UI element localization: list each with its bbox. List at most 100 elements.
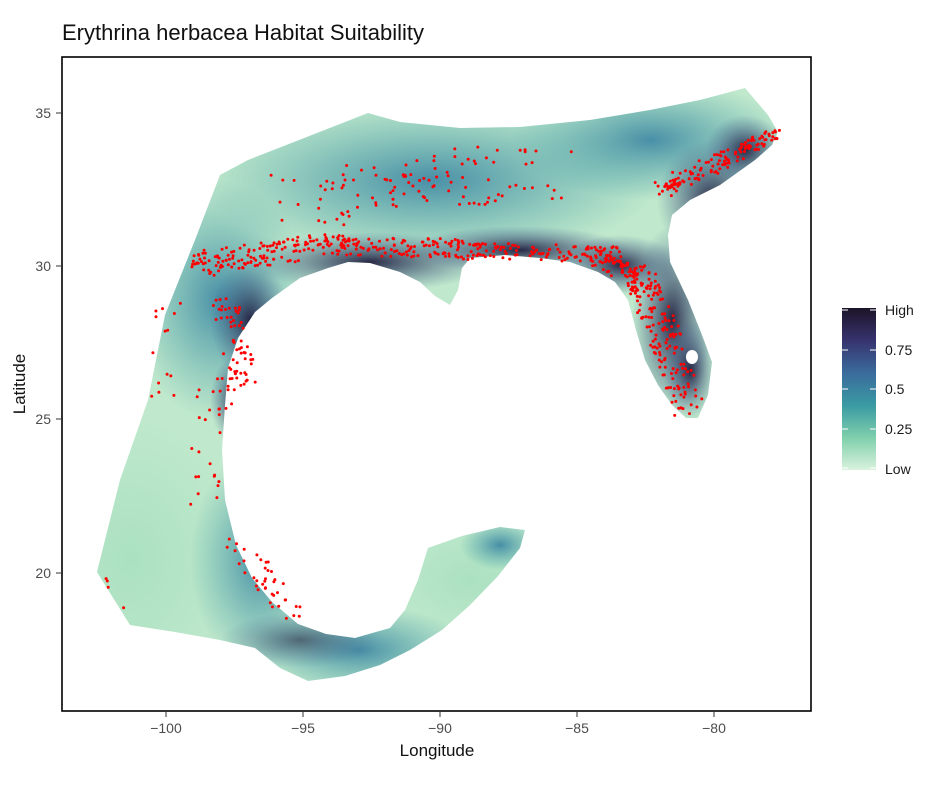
occurrence-point <box>242 559 246 563</box>
occurrence-point <box>261 582 265 586</box>
occurrence-point <box>672 394 676 398</box>
occurrence-point <box>252 256 256 260</box>
legend-label: High <box>885 302 914 318</box>
occurrence-point <box>691 172 694 175</box>
occurrence-point <box>683 392 687 396</box>
occurrence-point <box>666 185 670 188</box>
occurrence-point <box>432 154 436 158</box>
occurrence-point <box>453 155 457 159</box>
occurrence-point <box>391 203 395 207</box>
occurrence-point <box>667 305 671 309</box>
occurrence-point <box>288 259 292 262</box>
occurrence-point <box>681 407 685 411</box>
occurrence-point <box>252 248 256 252</box>
occurrence-point <box>323 233 327 237</box>
occurrence-point <box>715 153 719 157</box>
occurrence-point <box>266 248 270 252</box>
occurrence-point <box>212 273 216 277</box>
occurrence-point <box>393 250 396 253</box>
occurrence-point <box>211 304 215 307</box>
occurrence-point <box>243 371 247 375</box>
y-tick-label: 25 <box>35 411 51 427</box>
occurrence-point <box>631 289 635 293</box>
occurrence-point <box>591 264 595 268</box>
occurrence-point <box>640 268 644 272</box>
occurrence-point <box>422 176 426 180</box>
occurrence-point <box>374 203 378 207</box>
occurrence-point <box>282 240 285 244</box>
occurrence-point <box>230 402 234 406</box>
occurrence-point <box>556 247 560 251</box>
occurrence-point <box>470 256 474 260</box>
occurrence-point <box>216 254 219 258</box>
occurrence-point <box>573 255 577 259</box>
occurrence-point <box>739 150 743 154</box>
occurrence-point <box>327 244 331 248</box>
occurrence-point <box>511 243 515 247</box>
occurrence-point <box>269 173 273 177</box>
occurrence-point <box>464 185 468 189</box>
occurrence-point <box>418 179 422 182</box>
occurrence-point <box>234 309 238 313</box>
occurrence-point <box>172 393 176 397</box>
occurrence-point <box>562 254 566 258</box>
occurrence-point <box>725 161 729 165</box>
occurrence-point <box>648 325 651 329</box>
occurrence-point <box>198 257 202 261</box>
occurrence-point <box>467 202 471 205</box>
occurrence-point <box>220 305 224 308</box>
occurrence-point <box>325 179 329 183</box>
occurrence-point <box>352 178 355 182</box>
occurrence-point <box>297 614 301 618</box>
occurrence-point <box>661 320 665 324</box>
occurrence-point <box>528 254 532 258</box>
occurrence-point <box>341 213 345 216</box>
occurrence-point <box>486 178 490 182</box>
occurrence-point <box>203 256 206 260</box>
occurrence-point <box>654 352 657 355</box>
occurrence-point <box>347 237 351 241</box>
occurrence-point <box>215 496 219 500</box>
occurrence-point <box>735 159 739 163</box>
occurrence-point <box>472 201 476 205</box>
occurrence-point <box>241 266 244 269</box>
occurrence-point <box>343 178 347 182</box>
occurrence-point <box>415 159 419 163</box>
occurrence-point <box>220 247 224 251</box>
occurrence-point <box>383 251 387 255</box>
occurrence-point <box>607 259 611 263</box>
occurrence-point <box>658 353 662 357</box>
occurrence-point <box>355 244 358 248</box>
occurrence-point <box>391 236 395 240</box>
occurrence-point <box>256 588 260 592</box>
occurrence-point <box>246 253 250 257</box>
occurrence-point <box>669 386 673 389</box>
occurrence-point <box>335 249 339 253</box>
occurrence-point <box>697 178 701 182</box>
occurrence-point <box>750 137 754 141</box>
occurrence-point <box>636 288 640 292</box>
occurrence-point <box>432 184 436 188</box>
occurrence-point <box>634 266 638 270</box>
occurrence-point <box>742 143 746 147</box>
occurrence-point <box>660 360 664 364</box>
occurrence-point <box>498 248 502 252</box>
occurrence-point <box>357 240 361 244</box>
occurrence-point <box>232 249 236 253</box>
occurrence-point <box>431 243 435 247</box>
occurrence-point <box>614 245 618 249</box>
occurrence-point <box>693 388 697 392</box>
occurrence-point <box>647 294 651 298</box>
occurrence-point <box>657 342 661 346</box>
occurrence-point <box>436 252 440 256</box>
occurrence-point <box>585 246 589 250</box>
occurrence-point <box>259 558 263 562</box>
occurrence-point <box>212 474 216 478</box>
occurrence-point <box>651 339 655 343</box>
occurrence-point <box>695 405 699 409</box>
occurrence-point <box>238 306 241 309</box>
occurrence-point <box>351 238 355 242</box>
occurrence-point <box>546 253 549 257</box>
occurrence-point <box>461 195 465 199</box>
occurrence-point <box>394 204 398 208</box>
